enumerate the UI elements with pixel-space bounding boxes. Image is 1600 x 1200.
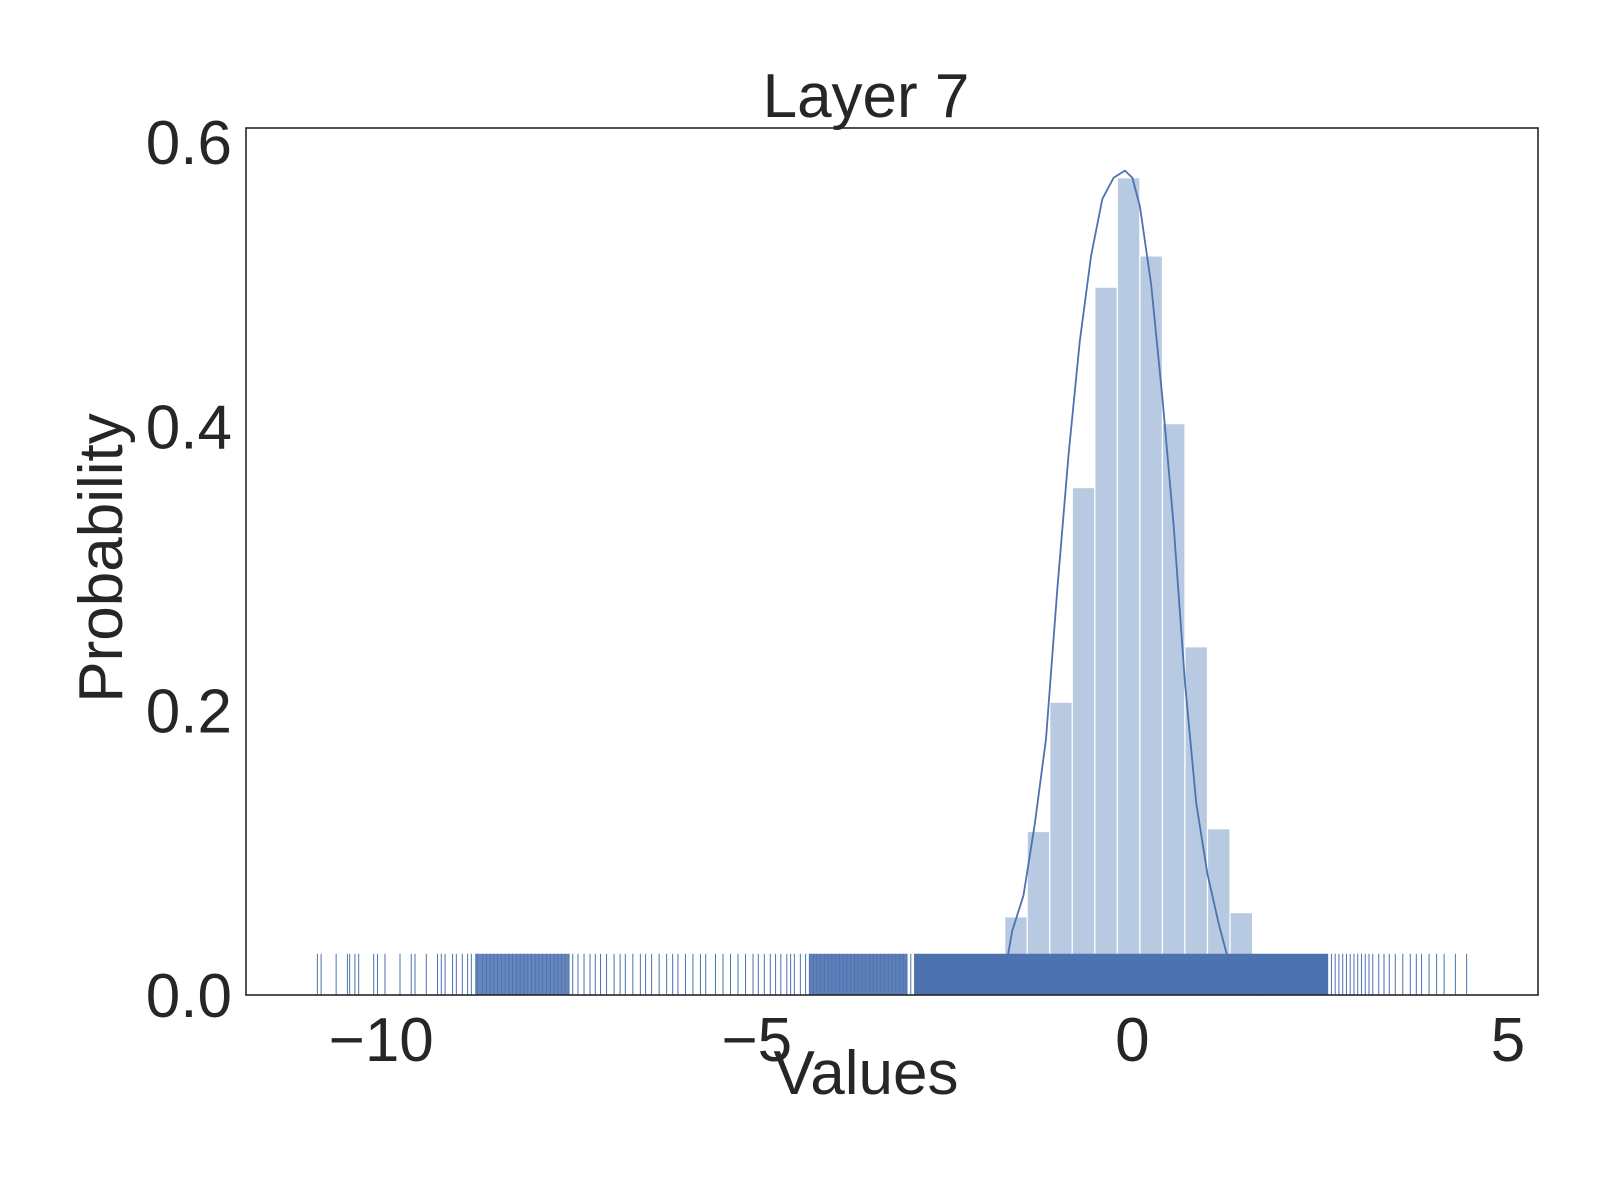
kde-curve	[1000, 169, 1261, 996]
x-tick-label: −10	[329, 1006, 434, 1075]
y-tick-label: 0.4	[146, 393, 232, 462]
histogram-bar	[1184, 646, 1209, 996]
y-tick-label: 0.0	[146, 962, 232, 1031]
histogram-bar	[1049, 701, 1073, 996]
histogram-bar	[1094, 286, 1118, 996]
y-axis-ticks: 0.0 0.2 0.4 0.6	[146, 109, 232, 1031]
rug-dense-band	[809, 953, 908, 995]
plot-area-frame	[245, 127, 1539, 996]
rug-dense-band	[914, 953, 1328, 995]
rug-plot	[316, 953, 1468, 995]
rug-dense-band	[475, 953, 569, 995]
y-tick-label: 0.2	[146, 678, 232, 747]
x-axis-label: Values	[774, 1039, 959, 1108]
x-axis-ticks: −10 −5 0 5	[329, 1006, 1526, 1075]
chart-title: Layer 7	[763, 62, 970, 131]
y-axis-label: Probability	[67, 413, 136, 702]
histogram-bar	[1161, 423, 1186, 996]
y-tick-label: 0.6	[146, 109, 232, 178]
x-tick-label: 5	[1491, 1006, 1525, 1075]
histogram-bar	[1116, 177, 1141, 996]
kde-line	[1000, 169, 1261, 996]
x-tick-label: −5	[721, 1006, 792, 1075]
histogram-bar	[1071, 486, 1096, 996]
x-tick-label: 0	[1115, 1006, 1149, 1075]
